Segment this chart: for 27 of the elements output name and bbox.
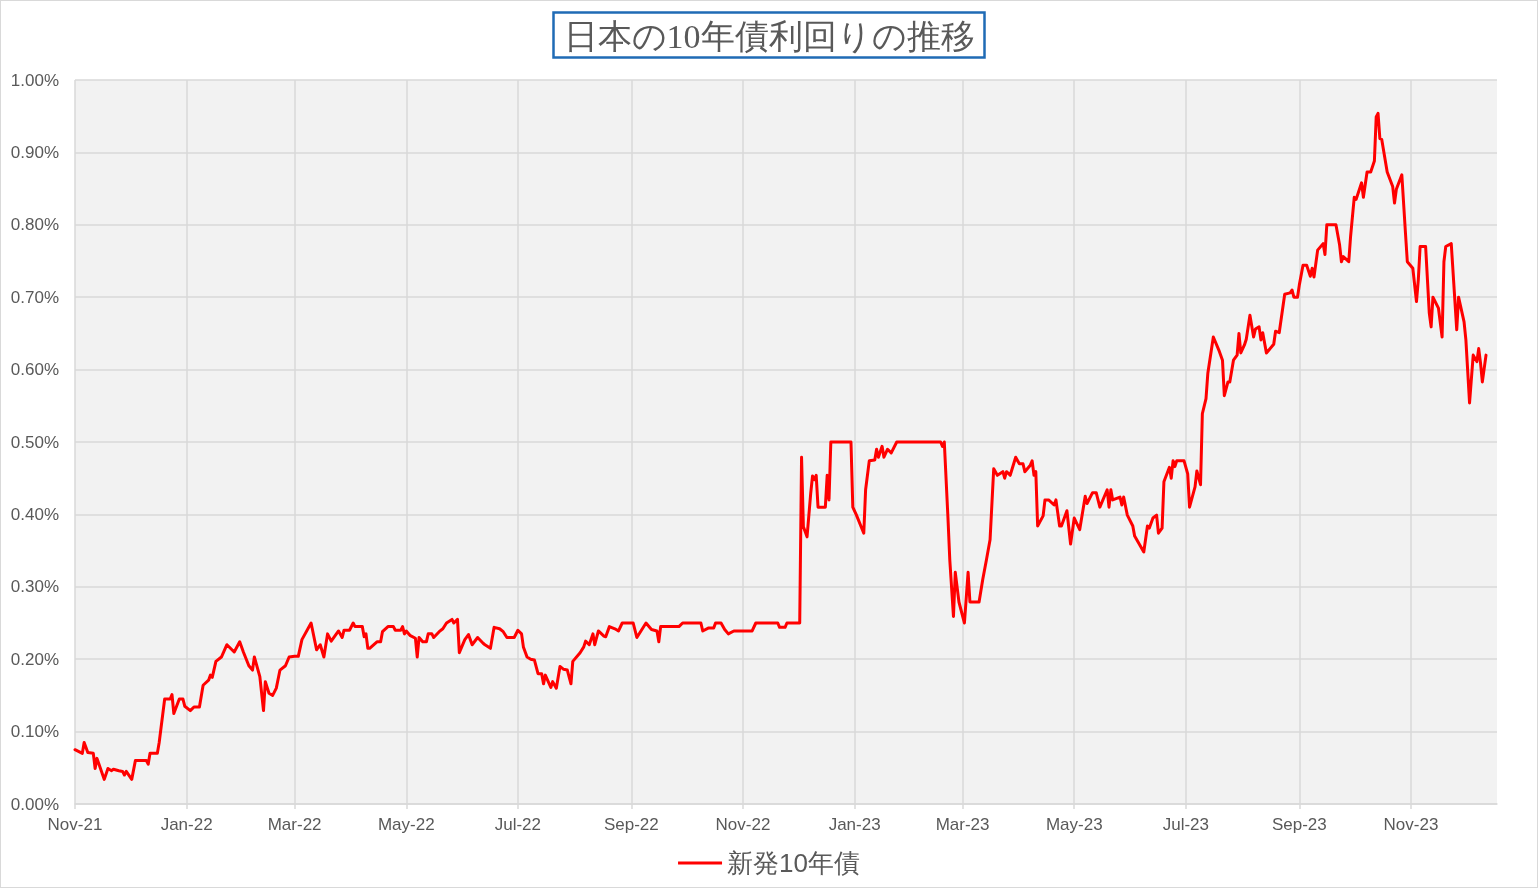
x-tick-label: Jan-23 [828,815,881,834]
y-tick-label: 0.20% [10,649,59,669]
x-tick-label: Mar-23 [935,815,990,834]
y-tick-label: 0.40% [10,504,59,524]
y-tick-label: 0.30% [10,577,59,597]
y-tick-label: 1.00% [10,70,59,90]
x-tick-label: Jul-22 [494,815,542,834]
y-tick-label: 0.70% [10,287,59,307]
y-tick-label: 0.50% [10,432,59,452]
y-tick-label: 0.00% [10,794,59,814]
y-tick-label: 0.80% [10,215,59,235]
x-tick-label: Jul-23 [1162,815,1210,834]
x-tick-label: Nov-21 [47,815,103,834]
x-tick-label: May-22 [377,815,435,834]
y-tick-label: 0.90% [10,142,59,162]
x-tick-label: Jan-22 [160,815,213,834]
x-tick-label: Sep-22 [603,815,659,834]
y-tick-label: 0.60% [10,360,59,380]
x-tick-label: May-23 [1045,815,1103,834]
x-tick-label: Nov-22 [715,815,771,834]
x-tick-label: Mar-22 [267,815,322,834]
x-tick-label: Nov-23 [1383,815,1439,834]
y-tick-label: 0.10% [10,722,59,742]
chart-title: 日本の10年債利回りの推移 [563,17,975,55]
line-series [73,111,1488,781]
legend-label: 新発10年債 [727,848,860,878]
x-tick-label: Sep-23 [1271,815,1327,834]
